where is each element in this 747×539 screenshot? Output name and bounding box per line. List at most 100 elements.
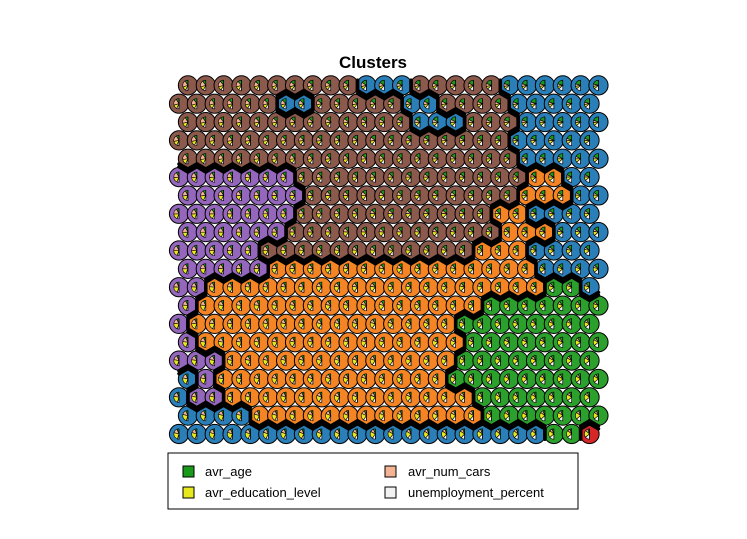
som-unit — [561, 350, 582, 371]
som-unit — [186, 423, 207, 445]
som-unit — [249, 295, 270, 316]
som-unit — [258, 387, 279, 408]
som-unit — [463, 111, 484, 133]
som-unit — [579, 240, 600, 261]
som-unit — [338, 111, 359, 133]
som-unit — [543, 93, 564, 114]
som-unit — [240, 130, 261, 151]
som-unit — [579, 313, 600, 334]
som-unit — [249, 111, 270, 133]
som-unit — [490, 203, 511, 224]
som-unit — [588, 111, 609, 133]
som-unit — [508, 350, 529, 371]
som-unit — [213, 111, 234, 133]
som-unit — [463, 148, 484, 169]
som-unit — [490, 130, 511, 151]
som-unit — [276, 350, 297, 371]
som-unit — [302, 295, 323, 316]
som-unit — [561, 313, 582, 334]
som-unit — [490, 313, 511, 334]
som-unit — [195, 295, 216, 316]
som-unit — [499, 258, 520, 279]
som-unit — [249, 258, 270, 279]
som-unit — [534, 185, 556, 206]
som-unit — [320, 111, 341, 133]
som-unit — [409, 332, 431, 353]
som-unit — [454, 387, 475, 408]
som-unit — [267, 332, 288, 353]
som-unit — [445, 148, 466, 169]
som-unit — [320, 295, 341, 316]
som-unit — [276, 313, 297, 334]
som-unit — [579, 130, 600, 151]
som-unit — [177, 185, 199, 206]
som-unit — [579, 93, 600, 114]
som-unit — [195, 368, 216, 390]
som-unit — [454, 130, 475, 151]
som-unit — [418, 203, 439, 224]
som-unit — [356, 295, 377, 316]
som-unit — [374, 111, 395, 133]
som-unit — [267, 295, 288, 316]
som-unit — [276, 203, 297, 224]
som-unit — [534, 332, 556, 353]
som-unit — [249, 75, 270, 96]
som-unit — [213, 185, 234, 206]
som-unit — [463, 368, 484, 390]
som-unit — [356, 111, 377, 133]
som-unit — [365, 277, 386, 298]
som-unit — [231, 258, 252, 279]
som-unit — [400, 350, 422, 371]
som-unit — [213, 75, 234, 96]
som-unit — [302, 185, 323, 206]
som-unit — [392, 332, 413, 353]
som-unit — [570, 185, 591, 206]
som-unit — [534, 368, 556, 390]
legend-swatch-avr-num-cars — [384, 465, 397, 478]
som-unit — [240, 277, 261, 298]
legend-label-avr-num-cars: avr_num_cars — [408, 464, 491, 479]
som-unit — [204, 130, 225, 151]
som-unit — [311, 167, 332, 188]
som-unit — [579, 423, 600, 445]
som-unit — [481, 75, 502, 96]
som-unit — [525, 350, 547, 371]
som-unit — [588, 295, 609, 316]
som-unit — [499, 405, 520, 426]
som-unit — [508, 240, 529, 261]
som-unit — [240, 240, 261, 261]
som-unit — [204, 93, 225, 114]
som-unit — [213, 148, 234, 169]
som-unit — [186, 93, 207, 114]
som-unit — [240, 93, 261, 114]
som-unit — [302, 148, 323, 169]
som-unit — [311, 350, 332, 371]
som-unit — [284, 295, 306, 316]
som-unit — [329, 167, 350, 188]
som-unit — [418, 387, 439, 408]
som-unit — [356, 222, 377, 243]
som-unit — [177, 75, 199, 96]
som-unit — [329, 313, 350, 334]
som-unit — [374, 332, 395, 353]
som-unit — [186, 203, 207, 224]
som-unit — [231, 368, 252, 390]
som-unit — [570, 368, 591, 390]
som-unit — [365, 167, 386, 188]
som-unit — [276, 387, 297, 408]
codebook-segment — [522, 194, 528, 201]
som-unit — [392, 148, 413, 169]
som-unit — [374, 222, 395, 243]
som-unit — [499, 111, 520, 133]
som-unit — [552, 332, 573, 353]
som-unit — [543, 350, 564, 371]
som-unit — [588, 332, 609, 353]
som-unit — [329, 93, 350, 114]
som-unit — [231, 111, 252, 133]
som-unit — [231, 185, 252, 206]
som-unit — [258, 203, 279, 224]
som-unit — [543, 423, 564, 445]
som-unit — [168, 387, 190, 408]
som-unit — [436, 240, 457, 261]
